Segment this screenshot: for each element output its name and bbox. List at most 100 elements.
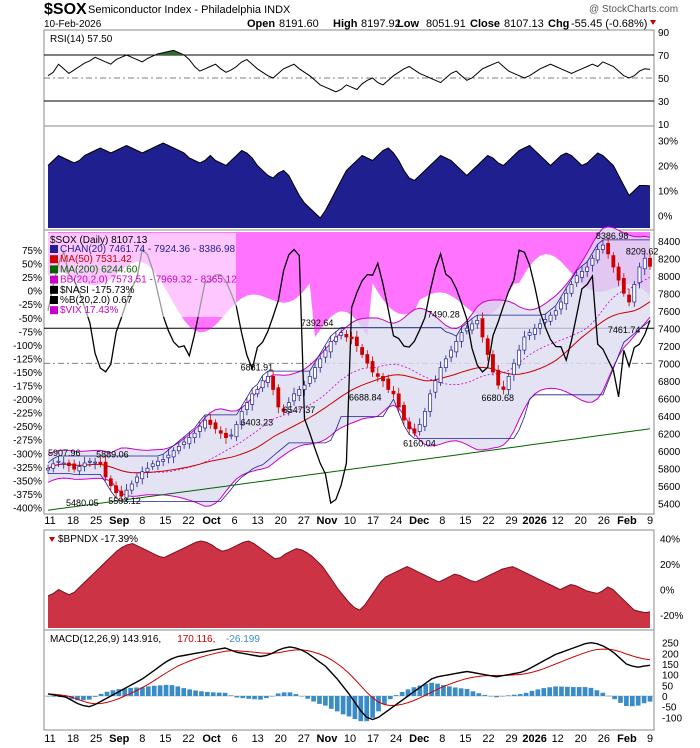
x-axis-label-lower: 22 [182,733,194,745]
price-chart: 8400 8200 8000 7800 7600 7400 7200 7000 6800 6600… [13,226,681,514]
macd-histogram-bar [594,690,600,696]
candle-body [564,292,569,305]
chart-date: 10-Feb-2026 [44,19,102,30]
nasi-tick-label: -50% [19,314,42,325]
candle-body [417,424,422,432]
x-axis-label-upper: 17 [367,515,379,527]
candle-body [46,467,50,471]
candles [46,237,652,503]
bpndx-tick-label: 0% [660,586,675,597]
candle-body [292,393,296,402]
legend-swatch [50,306,58,315]
x-axis-label-upper: 8 [439,515,445,527]
macd-histogram-bar [275,693,281,696]
x-axis-label-upper: Dec [409,515,429,527]
x-axis-label-lower: 8 [139,733,145,745]
candle-body [637,266,642,284]
breadth-title: $NAA200R 11.82% [50,131,136,142]
macd-histogram-bar [340,696,346,715]
candle-body [208,419,213,425]
price-annotation: 5480.05 [66,498,99,508]
open-value: 8191.60 [279,18,319,30]
macd-tick-label: -100 [662,713,682,724]
candle-body [412,428,417,434]
macd-histogram-bar [482,694,488,696]
macd-histogram-bar [92,696,98,697]
macd-histogram-bar [151,685,157,696]
breadth-tick-label: 0% [658,212,673,223]
nasi-tick-label: -350% [13,476,42,487]
macd-histogram-bar [216,692,222,696]
macd-histogram-bar [210,692,216,696]
nasi-tick-label: -125% [13,354,42,365]
candle-body [334,336,338,342]
x-axis-label-lower: 20 [275,733,287,745]
candle-body [67,462,71,466]
candle-body [271,376,276,390]
x-axis-label-upper: 25 [90,515,102,527]
price-annotation: 6547.37 [283,405,316,415]
x-axis-label-lower: 9 [647,733,653,745]
macd-histogram-bar [128,687,133,696]
macd-histogram-bar [600,692,606,696]
candle-body [396,393,401,408]
price-tick-label: 6600 [658,394,681,405]
candle-body [93,461,98,464]
ohlc-readout: Open 8191.60 High 8197.92 Low 8051.91 Cl… [247,18,656,30]
nasi-tick-label: -300% [13,449,42,460]
candle-body [245,402,249,410]
price-tick-label: 7000 [658,359,681,370]
macd-histogram-bar [488,696,493,697]
x-axis-label-lower: Nov [317,733,339,745]
nasi-tick-label: 75% [22,246,42,257]
price-annotation: 6688.84 [349,392,382,402]
candle-body [281,408,286,412]
macd-tick-label: 100 [662,671,679,682]
price-annotation: 5889.06 [96,449,129,459]
macd-histogram-bar [500,696,505,697]
candle-body [82,462,87,467]
macd-histogram-bar [641,696,647,704]
candle-body [156,460,160,466]
x-axis-label-upper: Nov [317,515,339,527]
macd-histogram-bar [618,696,623,703]
candle-body [145,467,150,473]
macd-histogram-bar [612,696,617,700]
macd-histogram-bar [181,688,187,696]
rsi-line [47,49,651,93]
macd-histogram-bar [535,689,541,696]
x-axis-label-lower: 8 [439,733,445,745]
x-axis: 11 18 25 Sep 8 15 22 Oct 6 13 20 27 Nov 10 17 24 Dec 8 15 2… [44,515,653,745]
x-axis-label-upper: 22 [182,515,194,527]
price-annotation: 8209.62 [626,246,659,256]
candle-body [621,278,626,294]
x-axis-label-upper: 22 [482,515,494,527]
macd-histogram-bar [370,696,375,718]
macd-histogram-bar [157,685,163,696]
price-title: $SOX (Daily) 8107.13 [50,235,148,246]
macd-histogram-bar [81,696,86,701]
macd-histogram-bar [51,696,57,697]
candle-body [428,393,433,412]
macd-tick-label: 150 [662,660,679,671]
candle-body [365,354,370,364]
x-axis-label-lower: 27 [298,733,310,745]
rsi-tick-label: 30 [658,97,670,108]
x-axis-label-lower: 24 [390,733,402,745]
rsi-tick-label: 90 [658,28,670,39]
macd-histogram-bar [529,690,535,696]
x-axis-label-lower: 11 [44,733,55,745]
bpndx-down-arrow-icon [49,537,55,542]
candle-body [224,432,228,438]
macd-histogram-bar [193,690,198,696]
macd-histogram-bar [523,692,529,696]
candle-body [407,421,412,430]
candle-body [103,461,108,478]
x-axis-label-lower: 13 [252,733,264,745]
price-tick-label: 8200 [658,254,681,265]
candle-body [328,341,333,353]
macd-tick-label: 250 [662,639,679,650]
candle-body [648,257,652,267]
